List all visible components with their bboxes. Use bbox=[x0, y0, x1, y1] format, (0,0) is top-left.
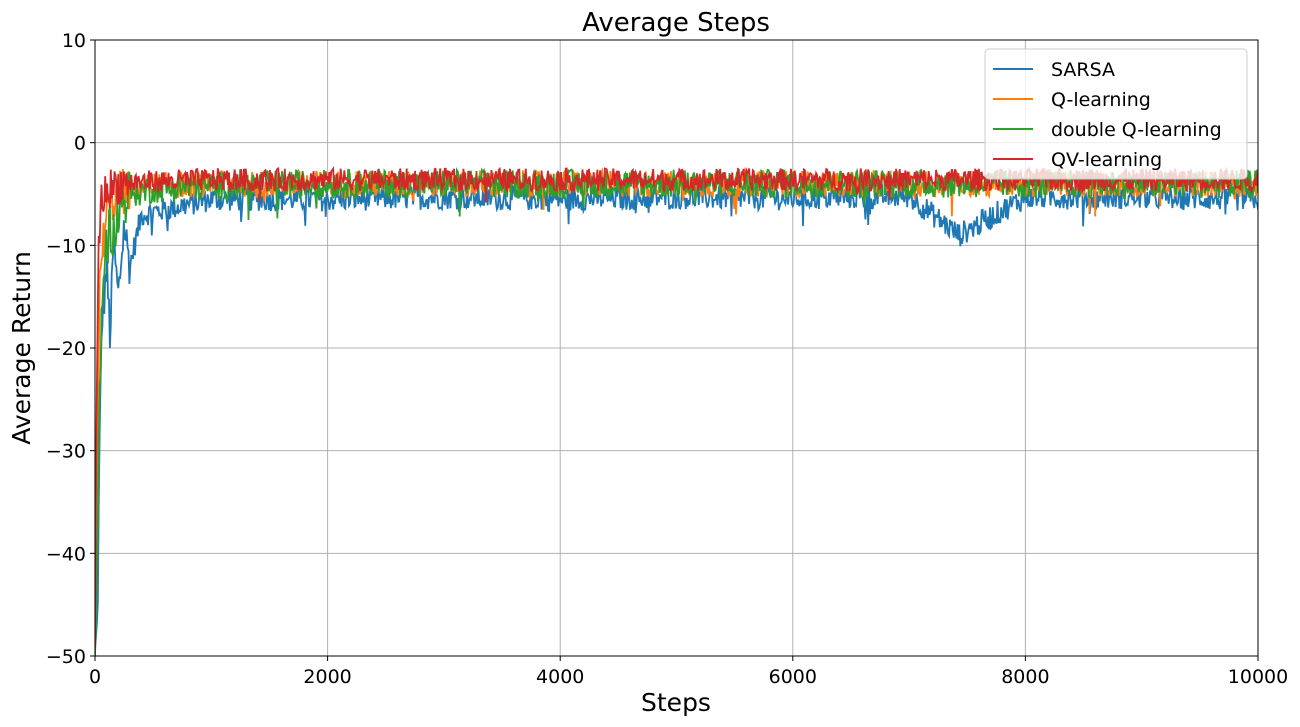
y-tick-label: −20 bbox=[46, 338, 86, 360]
x-tick-label: 0 bbox=[89, 666, 101, 688]
y-tick-label: 10 bbox=[62, 30, 86, 52]
y-tick-label: −10 bbox=[46, 235, 86, 257]
legend-label: Q-learning bbox=[1051, 89, 1151, 111]
series-line-sarsa bbox=[95, 182, 1258, 650]
legend-label: QV-learning bbox=[1051, 149, 1162, 171]
legend-box bbox=[984, 48, 1248, 180]
x-axis: 0 2000 4000 6000 8000 10000 bbox=[89, 656, 1288, 688]
x-tick-label: 6000 bbox=[769, 666, 817, 688]
y-tick-label: −50 bbox=[46, 646, 86, 668]
series-line-qv-learning bbox=[95, 165, 1258, 649]
x-tick-label: 4000 bbox=[536, 666, 584, 688]
y-axis-title: Average Return bbox=[7, 251, 36, 445]
y-tick-label: −40 bbox=[46, 543, 86, 565]
legend-label: double Q-learning bbox=[1051, 119, 1222, 141]
legend-label: SARSA bbox=[1051, 59, 1115, 81]
y-tick-label: 0 bbox=[74, 133, 86, 155]
y-axis: −50 −40 −30 −20 −10 0 10 bbox=[46, 30, 95, 668]
y-tick-label: −30 bbox=[46, 441, 86, 463]
x-axis-title: Steps bbox=[641, 688, 711, 717]
x-tick-label: 10000 bbox=[1228, 666, 1288, 688]
x-tick-label: 2000 bbox=[303, 666, 351, 688]
x-tick-label: 8000 bbox=[1001, 666, 1049, 688]
chart-title: Average Steps bbox=[582, 8, 770, 38]
legend: SARSA Q-learning double Q-learning QV-learn… bbox=[984, 48, 1248, 180]
